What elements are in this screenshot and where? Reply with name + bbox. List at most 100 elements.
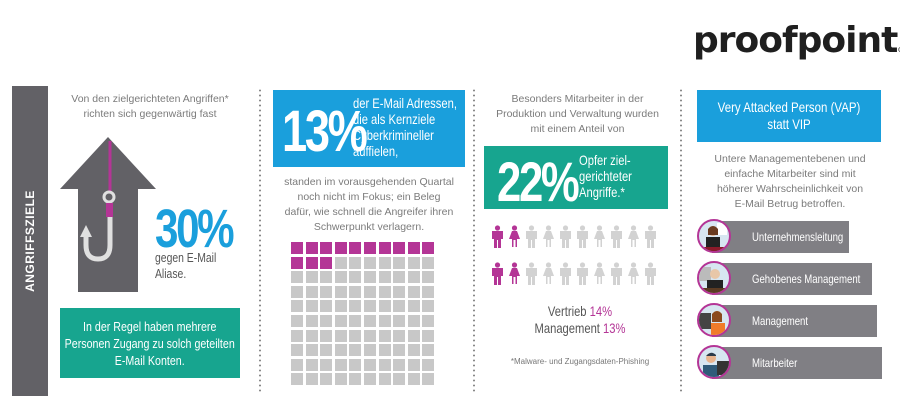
waffle-cell xyxy=(349,285,362,298)
waffle-cell xyxy=(393,329,406,342)
waffle-cell xyxy=(320,344,333,357)
waffle-cell xyxy=(378,314,391,327)
waffle-cell xyxy=(363,256,376,269)
panel3-intro: Besonders Mitarbeiter in der Produktion u… xyxy=(496,93,659,135)
waffle-cell xyxy=(422,271,435,284)
waffle-cell xyxy=(378,300,391,313)
waffle-cell xyxy=(320,242,333,254)
vap-level-row: Unternehmensleitung xyxy=(712,221,849,253)
senior-manager-avatar-icon xyxy=(697,261,731,295)
male-person-icon xyxy=(643,225,660,254)
female-person-icon xyxy=(507,225,524,254)
waffle-cell xyxy=(422,314,435,327)
waffle-cell xyxy=(305,329,318,342)
waffle-cell xyxy=(363,285,376,298)
waffle-cell xyxy=(320,271,333,284)
female-person-icon xyxy=(592,262,609,291)
waffle-cell xyxy=(305,256,318,269)
panel2-body: standen im vorausgehenden Quartal noch ni… xyxy=(284,176,454,233)
female-person-icon xyxy=(592,225,609,254)
waffle-cell xyxy=(393,358,406,371)
waffle-cell xyxy=(378,344,391,357)
panel3-percent: 22% xyxy=(497,150,580,213)
male-person-icon xyxy=(558,262,575,291)
waffle-cell xyxy=(422,373,435,386)
panel1-intro: Von den zielgerichteten Angriffen* richte… xyxy=(71,93,229,120)
panel3-footnote: *Malware- und Zugangsdaten-Phishing xyxy=(510,357,650,366)
waffle-cell xyxy=(407,329,420,342)
waffle-cell xyxy=(407,358,420,371)
waffle-cell xyxy=(291,271,303,284)
female-person-icon xyxy=(541,225,558,254)
waffle-cell xyxy=(363,314,376,327)
people-row xyxy=(490,262,660,291)
waffle-cell xyxy=(334,373,347,386)
waffle-cell xyxy=(422,285,435,298)
male-person-icon xyxy=(609,225,626,254)
waffle-cell xyxy=(334,314,347,327)
waffle-cell xyxy=(378,285,391,298)
waffle-cell xyxy=(349,256,362,269)
waffle-cell xyxy=(320,256,333,269)
waffle-cell xyxy=(291,242,303,254)
waffle-cell xyxy=(422,344,435,357)
waffle-cell xyxy=(291,256,303,269)
male-person-icon xyxy=(643,262,660,291)
panel1-caption: gegen E-Mail Aliase. xyxy=(155,250,217,281)
waffle-cell xyxy=(349,344,362,357)
waffle-cell xyxy=(320,300,333,313)
panel2-box-text: der E-Mail Adressen, die als Kernziele Cyb… xyxy=(353,95,457,159)
waffle-cell xyxy=(393,300,406,313)
waffle-cell xyxy=(291,344,303,357)
waffle-cell xyxy=(305,242,318,254)
male-person-icon xyxy=(575,225,592,254)
male-person-icon xyxy=(490,262,507,291)
waffle-cell xyxy=(407,300,420,313)
waffle-cell xyxy=(422,242,435,254)
waffle-cell xyxy=(393,344,406,357)
vap-level-row: Mitarbeiter xyxy=(712,347,882,379)
waffle-cell xyxy=(363,242,376,254)
waffle-cell xyxy=(320,358,333,371)
waffle-cell xyxy=(407,373,420,386)
waffle-cell xyxy=(334,300,347,313)
waffle-cell xyxy=(320,314,333,327)
panel4-body: Untere Managementebenen und einfache Mita… xyxy=(714,153,866,210)
waffle-cell xyxy=(393,314,406,327)
waffle-cell xyxy=(334,256,347,269)
waffle-cell xyxy=(393,242,406,254)
waffle-cell xyxy=(363,373,376,386)
waffle-cell xyxy=(291,314,303,327)
stat-row: Management 13% xyxy=(534,320,626,336)
divider xyxy=(259,88,261,393)
waffle-cell xyxy=(305,373,318,386)
waffle-cell xyxy=(363,329,376,342)
waffle-cell xyxy=(378,271,391,284)
female-person-icon xyxy=(626,262,643,291)
waffle-cell xyxy=(378,256,391,269)
waffle-cell xyxy=(393,373,406,386)
employee-avatar-icon xyxy=(697,345,731,379)
panel2-highlight-box: 13% der E-Mail Adressen, die als Kernziel… xyxy=(273,90,465,167)
waffle-cell xyxy=(407,344,420,357)
waffle-cell xyxy=(334,242,347,254)
waffle-cell xyxy=(349,373,362,386)
male-person-icon xyxy=(609,262,626,291)
male-person-icon xyxy=(524,262,541,291)
waffle-cell xyxy=(407,314,420,327)
panel3-box-text: Opfer ziel-gerichteter Angriffe.* xyxy=(579,152,632,200)
section-label: ANGRIFFSZIELE xyxy=(23,190,37,292)
waffle-cell xyxy=(407,256,420,269)
male-person-icon xyxy=(558,225,575,254)
panel1-callout-box: In der Regel haben mehrere Personen Zugan… xyxy=(60,308,240,378)
waffle-cell xyxy=(407,242,420,254)
waffle-cell xyxy=(349,271,362,284)
stat-row: Vertrieb 14% xyxy=(547,303,613,319)
waffle-cell xyxy=(291,285,303,298)
waffle-cell xyxy=(422,300,435,313)
waffle-cell xyxy=(422,358,435,371)
female-person-icon xyxy=(626,225,643,254)
waffle-cell xyxy=(305,344,318,357)
waffle-cell xyxy=(407,271,420,284)
waffle-cell xyxy=(291,373,303,386)
